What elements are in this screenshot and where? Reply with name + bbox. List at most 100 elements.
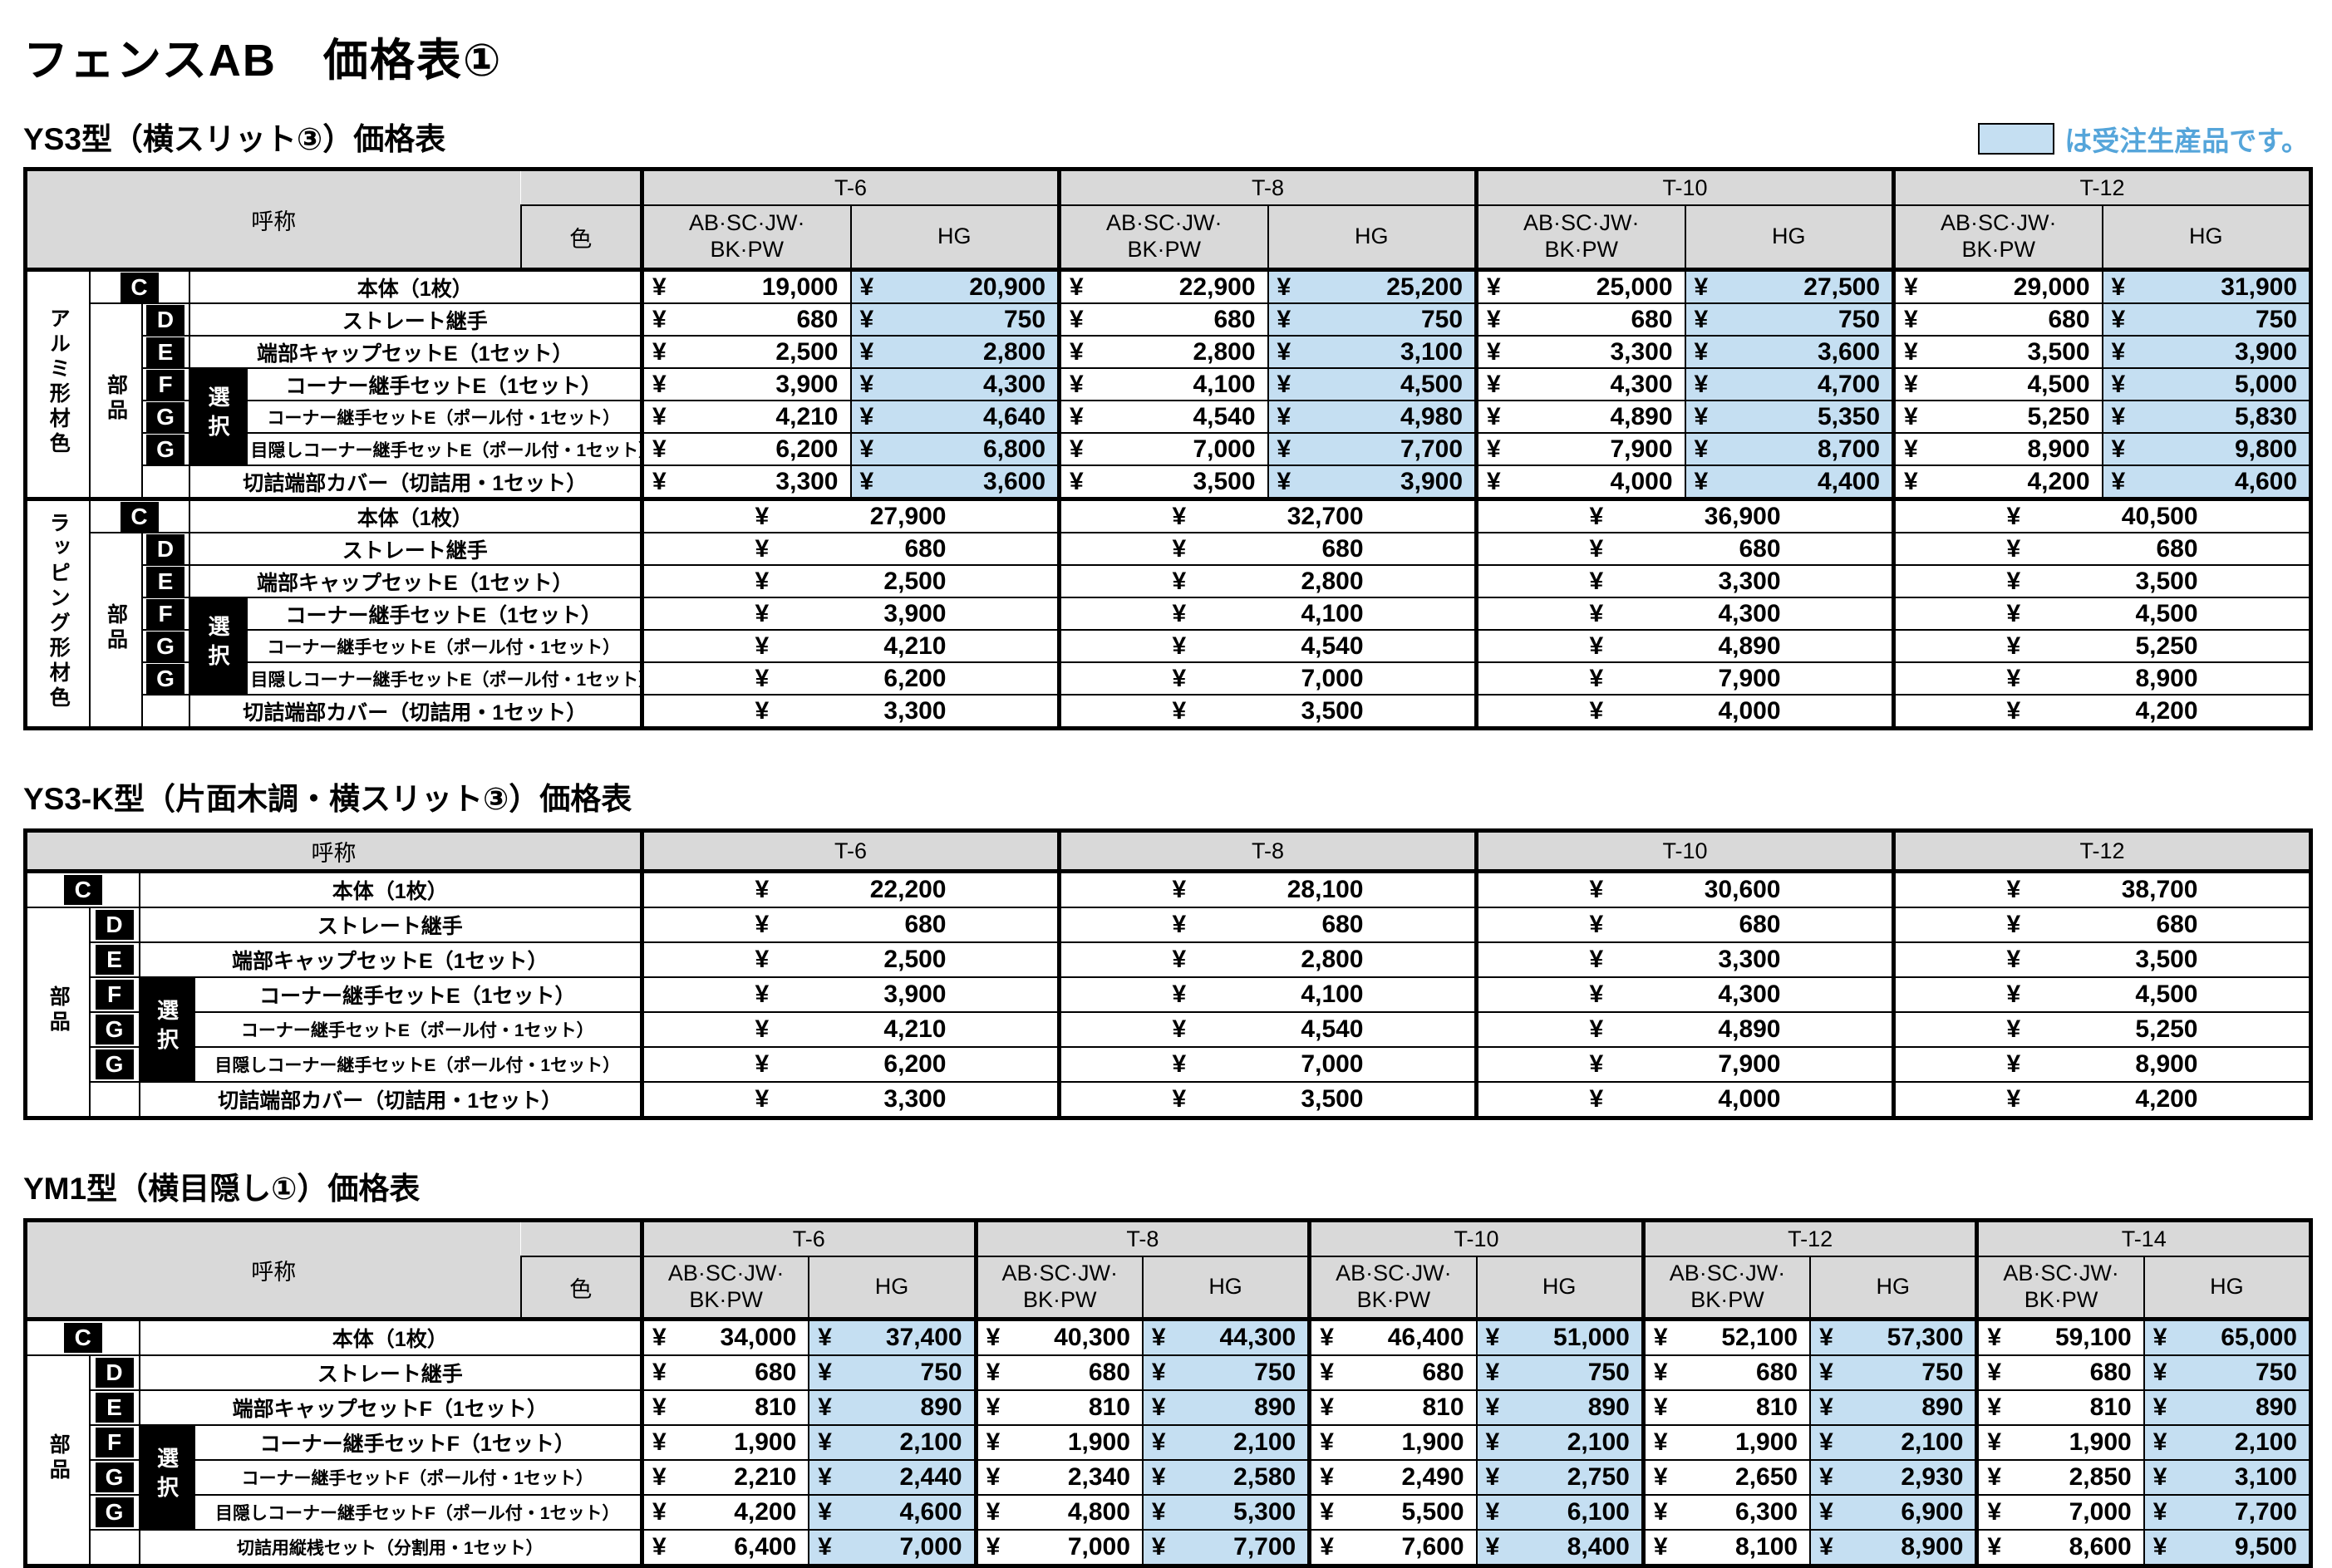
price-cell: ¥4,500 [1892, 367, 2103, 401]
price-value: 680 [2089, 1359, 2132, 1386]
currency-symbol: ¥ [2111, 402, 2126, 430]
price-value: 1,900 [734, 1428, 797, 1456]
color-codes-header: AB·SC·JW· BK·PW [1892, 204, 2103, 271]
price-value: 4,540 [1301, 632, 1364, 660]
badge-cell: G [88, 1046, 140, 1083]
badge-cell [140, 465, 190, 500]
item-label: コーナー継手セットE（ポール付・1セット） [240, 1021, 594, 1040]
price-cell: ¥680 [1975, 1354, 2145, 1391]
price-value: 7,000 [1301, 1050, 1364, 1078]
name-header: 呼称 [24, 1219, 521, 1320]
price-cell: ¥28,100 [1057, 869, 1478, 908]
price-value: 9,800 [2234, 435, 2298, 463]
item-label: ストレート継手 [317, 1363, 463, 1386]
price-value: 4,210 [883, 632, 947, 660]
price-value: 890 [2255, 1394, 2297, 1421]
price-cell: ¥8,600 [1975, 1529, 2145, 1567]
currency-symbol: ¥ [755, 567, 770, 595]
price-cell: ¥19,000 [640, 268, 852, 304]
price-value: 8,900 [2027, 435, 2090, 463]
price-cell: ¥2,440 [808, 1459, 977, 1496]
price-value: 810 [1756, 1394, 1798, 1421]
price-value: 5,300 [1233, 1498, 1296, 1526]
price-value: 2,500 [775, 337, 839, 366]
price-value: 680 [1739, 534, 1781, 563]
price-cell: ¥46,400 [1307, 1317, 1478, 1356]
hg-header: HG [1267, 204, 1478, 271]
price-value: 4,980 [1400, 402, 1464, 430]
badge-cell: F [140, 367, 190, 401]
hg-header: HG [849, 204, 1060, 271]
currency-symbol: ¥ [1589, 981, 1604, 1008]
price-cell: ¥890 [1141, 1389, 1311, 1426]
price-cell: ¥65,000 [2143, 1317, 2312, 1356]
currency-symbol: ¥ [1904, 402, 1918, 430]
item-label: 端部キャップセットE（1セット） [256, 571, 573, 595]
price-cell: ¥5,500 [1307, 1494, 1478, 1531]
currency-symbol: ¥ [2006, 567, 2021, 595]
price-cell: ¥680 [1057, 532, 1478, 566]
price-value: 32,700 [1287, 502, 1364, 530]
currency-symbol: ¥ [2006, 632, 2021, 660]
item-label-cell: コーナー継手セットE（ポール付・1セット） [245, 629, 643, 663]
currency-symbol: ¥ [1694, 402, 1709, 430]
price-cell: ¥4,300 [849, 367, 1060, 401]
currency-symbol: ¥ [1172, 502, 1187, 530]
badge-C: C [120, 503, 159, 532]
price-cell: ¥40,300 [973, 1317, 1144, 1356]
currency-symbol: ¥ [2152, 1394, 2167, 1421]
currency-symbol: ¥ [1904, 467, 1918, 495]
price-cell: ¥2,800 [1057, 564, 1478, 598]
price-value: 3,500 [2135, 567, 2198, 595]
price-value: 2,580 [1233, 1463, 1296, 1491]
price-cell: ¥3,300 [640, 465, 852, 500]
currency-symbol: ¥ [1151, 1324, 1166, 1351]
currency-symbol: ¥ [1487, 305, 1501, 333]
price-value: 4,300 [982, 370, 1046, 398]
price-value: 810 [1088, 1394, 1130, 1421]
currency-symbol: ¥ [859, 402, 874, 430]
price-cell: ¥9,800 [2101, 432, 2312, 466]
currency-symbol: ¥ [1172, 664, 1187, 692]
price-cell: ¥31,900 [2101, 268, 2312, 304]
color-codes-header: AB·SC·JW· BK·PW [973, 1256, 1144, 1320]
price-cell: ¥810 [1307, 1389, 1478, 1426]
item-label: 端部キャップセットF（1セット） [232, 1398, 548, 1421]
price-value: 3,900 [883, 981, 947, 1008]
price-cell: ¥2,490 [1307, 1459, 1478, 1496]
currency-symbol: ¥ [2006, 534, 2021, 563]
hg-header: HG [1141, 1256, 1311, 1320]
currency-symbol: ¥ [2006, 876, 2021, 903]
price-value: 25,000 [1596, 273, 1673, 301]
table1-title-row: YS3型（横スリット③）価格表 は受注生産品です。 [23, 114, 2309, 159]
size-header: T-10 [1307, 1219, 1645, 1257]
price-cell: ¥3,900 [640, 976, 1060, 1013]
item-label: 端部キャップセットE（1セット） [231, 950, 549, 973]
currency-symbol: ¥ [1070, 467, 1084, 495]
price-value: 31,900 [2221, 273, 2298, 301]
currency-symbol: ¥ [2152, 1498, 2167, 1526]
item-label: 目隠しコーナー継手セットE（ポール付・1セット） [214, 1056, 621, 1075]
price-cell: ¥25,000 [1474, 268, 1686, 304]
currency-symbol: ¥ [1819, 1498, 1833, 1526]
currency-symbol: ¥ [1589, 1085, 1604, 1113]
table-title-ys3k: YS3-K型（片面木調・横スリット③）価格表 [23, 782, 632, 816]
item-label-cell: 目隠しコーナー継手セットF（ポール付・1セット） [193, 1494, 643, 1531]
currency-symbol: ¥ [986, 1533, 1001, 1561]
currency-symbol: ¥ [1277, 467, 1291, 495]
currency-symbol: ¥ [652, 1498, 667, 1526]
price-cell: ¥6,400 [640, 1529, 810, 1567]
currency-symbol: ¥ [1653, 1359, 1668, 1386]
currency-symbol: ¥ [1987, 1498, 2002, 1526]
price-value: 7,700 [1400, 435, 1464, 463]
price-value: 2,750 [1567, 1463, 1630, 1491]
currency-symbol: ¥ [1485, 1324, 1500, 1351]
item-label-cell: コーナー継手セットF（ポール付・1セット） [193, 1459, 643, 1496]
badge-D: D [95, 910, 134, 940]
currency-symbol: ¥ [1277, 370, 1291, 398]
currency-symbol: ¥ [755, 632, 770, 660]
currency-symbol: ¥ [1819, 1394, 1833, 1421]
price-cell: ¥4,000 [1474, 1081, 1895, 1119]
price-cell: ¥9,500 [2143, 1529, 2312, 1567]
badge-cell: E [88, 1389, 140, 1426]
